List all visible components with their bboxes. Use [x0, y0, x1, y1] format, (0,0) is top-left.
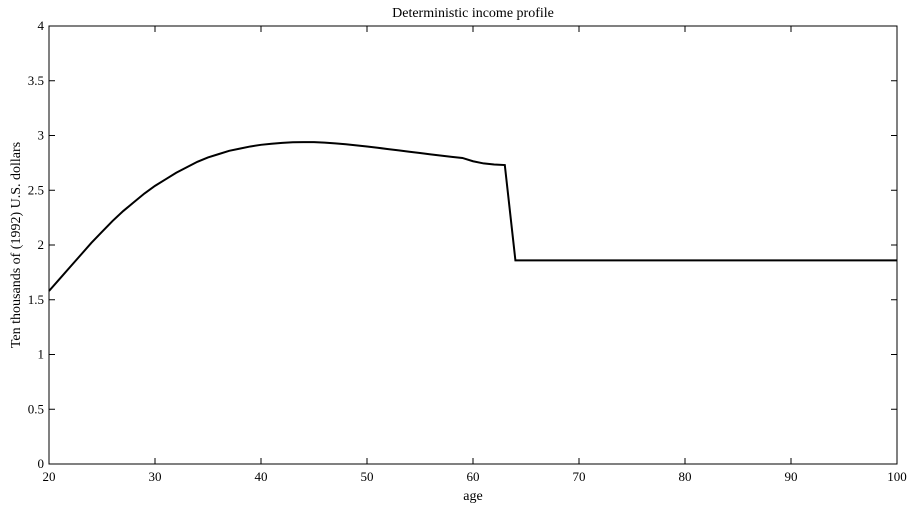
y-axis-label: Ten thousands of (1992) U.S. dollars [9, 142, 24, 348]
y-tick-label: 2 [38, 237, 45, 252]
y-axis-ticks: 0 0.5 1 1.5 2 2.5 3 3.5 4 [28, 18, 897, 471]
y-tick-label: 4 [38, 18, 45, 33]
y-tick-label: 3 [38, 128, 45, 143]
y-tick-label: 1 [38, 347, 45, 362]
x-tick-label: 50 [361, 469, 374, 484]
y-tick-label: 2.5 [28, 182, 44, 197]
chart-title: Deterministic income profile [392, 6, 554, 21]
income-line [48, 141, 897, 292]
y-tick-label: 1.5 [28, 292, 44, 307]
x-tick-label: 30 [149, 469, 162, 484]
y-tick-label: 0.5 [28, 401, 44, 416]
x-tick-label: 80 [679, 469, 692, 484]
x-tick-label: 40 [255, 469, 268, 484]
x-axis-label: age [463, 489, 482, 504]
plot-area-frame [48, 25, 898, 465]
y-tick-label: 3.5 [28, 73, 44, 88]
x-tick-label: 70 [573, 469, 586, 484]
x-tick-label: 60 [467, 469, 480, 484]
x-axis-ticks: 20 30 40 50 60 70 80 90 100 [43, 26, 907, 484]
y-tick-label: 0 [38, 456, 45, 471]
x-tick-label: 20 [43, 469, 56, 484]
x-tick-label: 100 [887, 469, 907, 484]
x-tick-label: 90 [785, 469, 798, 484]
